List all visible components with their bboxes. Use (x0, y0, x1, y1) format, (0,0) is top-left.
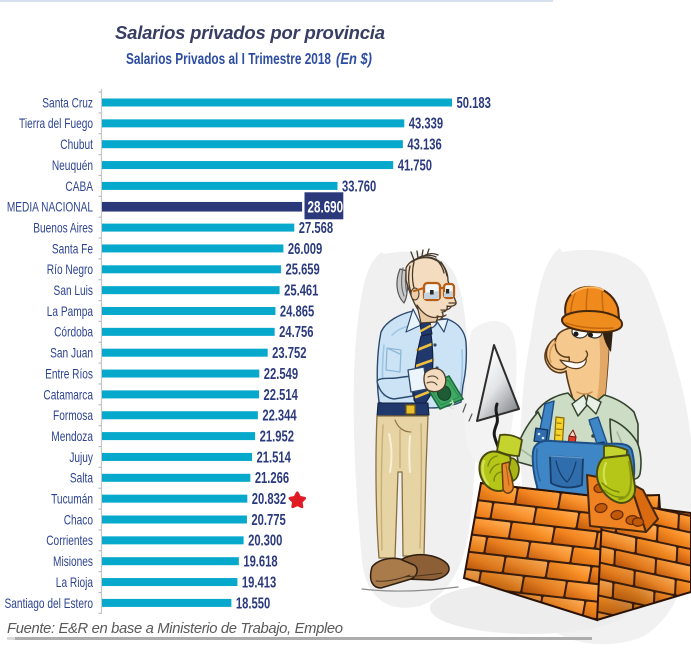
svg-text:CABA: CABA (65, 178, 93, 194)
svg-text:25.461: 25.461 (284, 282, 319, 299)
svg-text:Misiones: Misiones (53, 553, 93, 569)
svg-text:(En $): (En $) (336, 51, 372, 68)
svg-text:Córdoba: Córdoba (54, 324, 93, 340)
svg-text:MEDIA NACIONAL: MEDIA NACIONAL (7, 199, 93, 215)
svg-text:Catamarca: Catamarca (43, 387, 93, 403)
svg-text:23.752: 23.752 (272, 344, 307, 361)
svg-text:Neuquén: Neuquén (52, 157, 93, 173)
svg-text:Mendoza: Mendoza (51, 428, 93, 444)
svg-text:19.413: 19.413 (242, 574, 277, 591)
svg-text:Santa Fe: Santa Fe (52, 241, 93, 257)
svg-text:22.514: 22.514 (264, 386, 299, 403)
svg-text:Santa Cruz: Santa Cruz (42, 95, 93, 111)
svg-text:Entre Ríos: Entre Ríos (45, 366, 93, 382)
svg-text:43.339: 43.339 (409, 115, 444, 132)
svg-text:24.756: 24.756 (279, 323, 314, 340)
svg-text:22.549: 22.549 (264, 365, 299, 382)
svg-text:San Luis: San Luis (54, 282, 93, 298)
svg-text:21.514: 21.514 (257, 449, 292, 466)
svg-text:Chaco: Chaco (64, 512, 93, 528)
svg-text:22.344: 22.344 (262, 407, 297, 424)
svg-text:La Pampa: La Pampa (47, 303, 93, 319)
svg-text:Jujuy: Jujuy (69, 449, 93, 465)
svg-text:21.952: 21.952 (260, 428, 295, 445)
svg-text:Río Negro: Río Negro (47, 262, 93, 278)
svg-text:Salarios privados por provinci: Salarios privados por provincia (115, 22, 385, 43)
svg-text:Fuente: E&R en base a Minister: Fuente: E&R en base a Ministerio de Trab… (7, 621, 343, 637)
svg-text:26.009: 26.009 (288, 240, 323, 257)
svg-text:20.832: 20.832 (252, 490, 287, 507)
svg-text:San Juan: San Juan (50, 345, 93, 361)
svg-text:19.618: 19.618 (243, 553, 278, 570)
svg-text:Chubut: Chubut (60, 136, 93, 152)
svg-text:Salta: Salta (70, 470, 93, 486)
svg-text:Corrientes: Corrientes (46, 533, 93, 549)
svg-text:Formosa: Formosa (53, 408, 93, 424)
svg-text:50.183: 50.183 (457, 94, 492, 111)
svg-text:21.266: 21.266 (255, 469, 290, 486)
svg-text:28.690: 28.690 (307, 197, 343, 215)
svg-text:20.300: 20.300 (248, 532, 282, 549)
svg-text:27.568: 27.568 (299, 219, 334, 236)
svg-text:41.750: 41.750 (398, 157, 432, 174)
svg-text:33.760: 33.760 (342, 178, 376, 195)
svg-text:18.550: 18.550 (236, 595, 270, 612)
svg-text:La Rioja: La Rioja (56, 574, 93, 590)
svg-text:43.136: 43.136 (407, 136, 442, 153)
svg-text:Tucumán: Tucumán (51, 491, 93, 507)
svg-text:20.775: 20.775 (251, 511, 286, 528)
svg-text:25.659: 25.659 (285, 261, 320, 278)
svg-text:Tierra del Fuego: Tierra del Fuego (19, 116, 93, 132)
svg-text:Santiago del Estero: Santiago del Estero (5, 595, 94, 611)
svg-text:24.865: 24.865 (280, 303, 315, 320)
svg-text:Salarios Privados al I Trimest: Salarios Privados al I Trimestre 2018 (126, 51, 331, 68)
svg-text:Buenos Aires: Buenos Aires (33, 220, 93, 236)
